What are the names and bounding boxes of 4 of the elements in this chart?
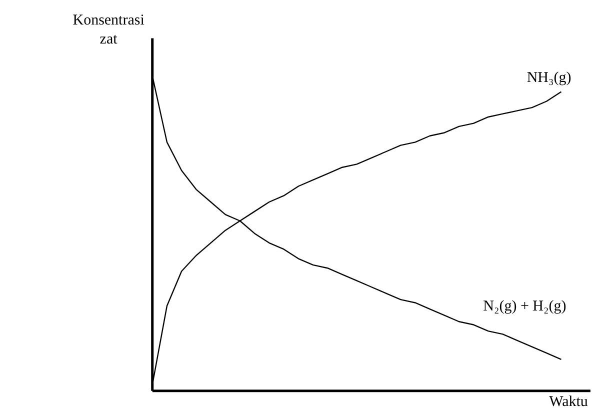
series-label: NH₃(g) [526, 70, 572, 86]
series-label: N₂(g) + H₂(g) [483, 298, 566, 314]
x-axis-title: Waktu [549, 394, 588, 410]
y-axis-title: Konsentrasi zat [72, 12, 144, 48]
